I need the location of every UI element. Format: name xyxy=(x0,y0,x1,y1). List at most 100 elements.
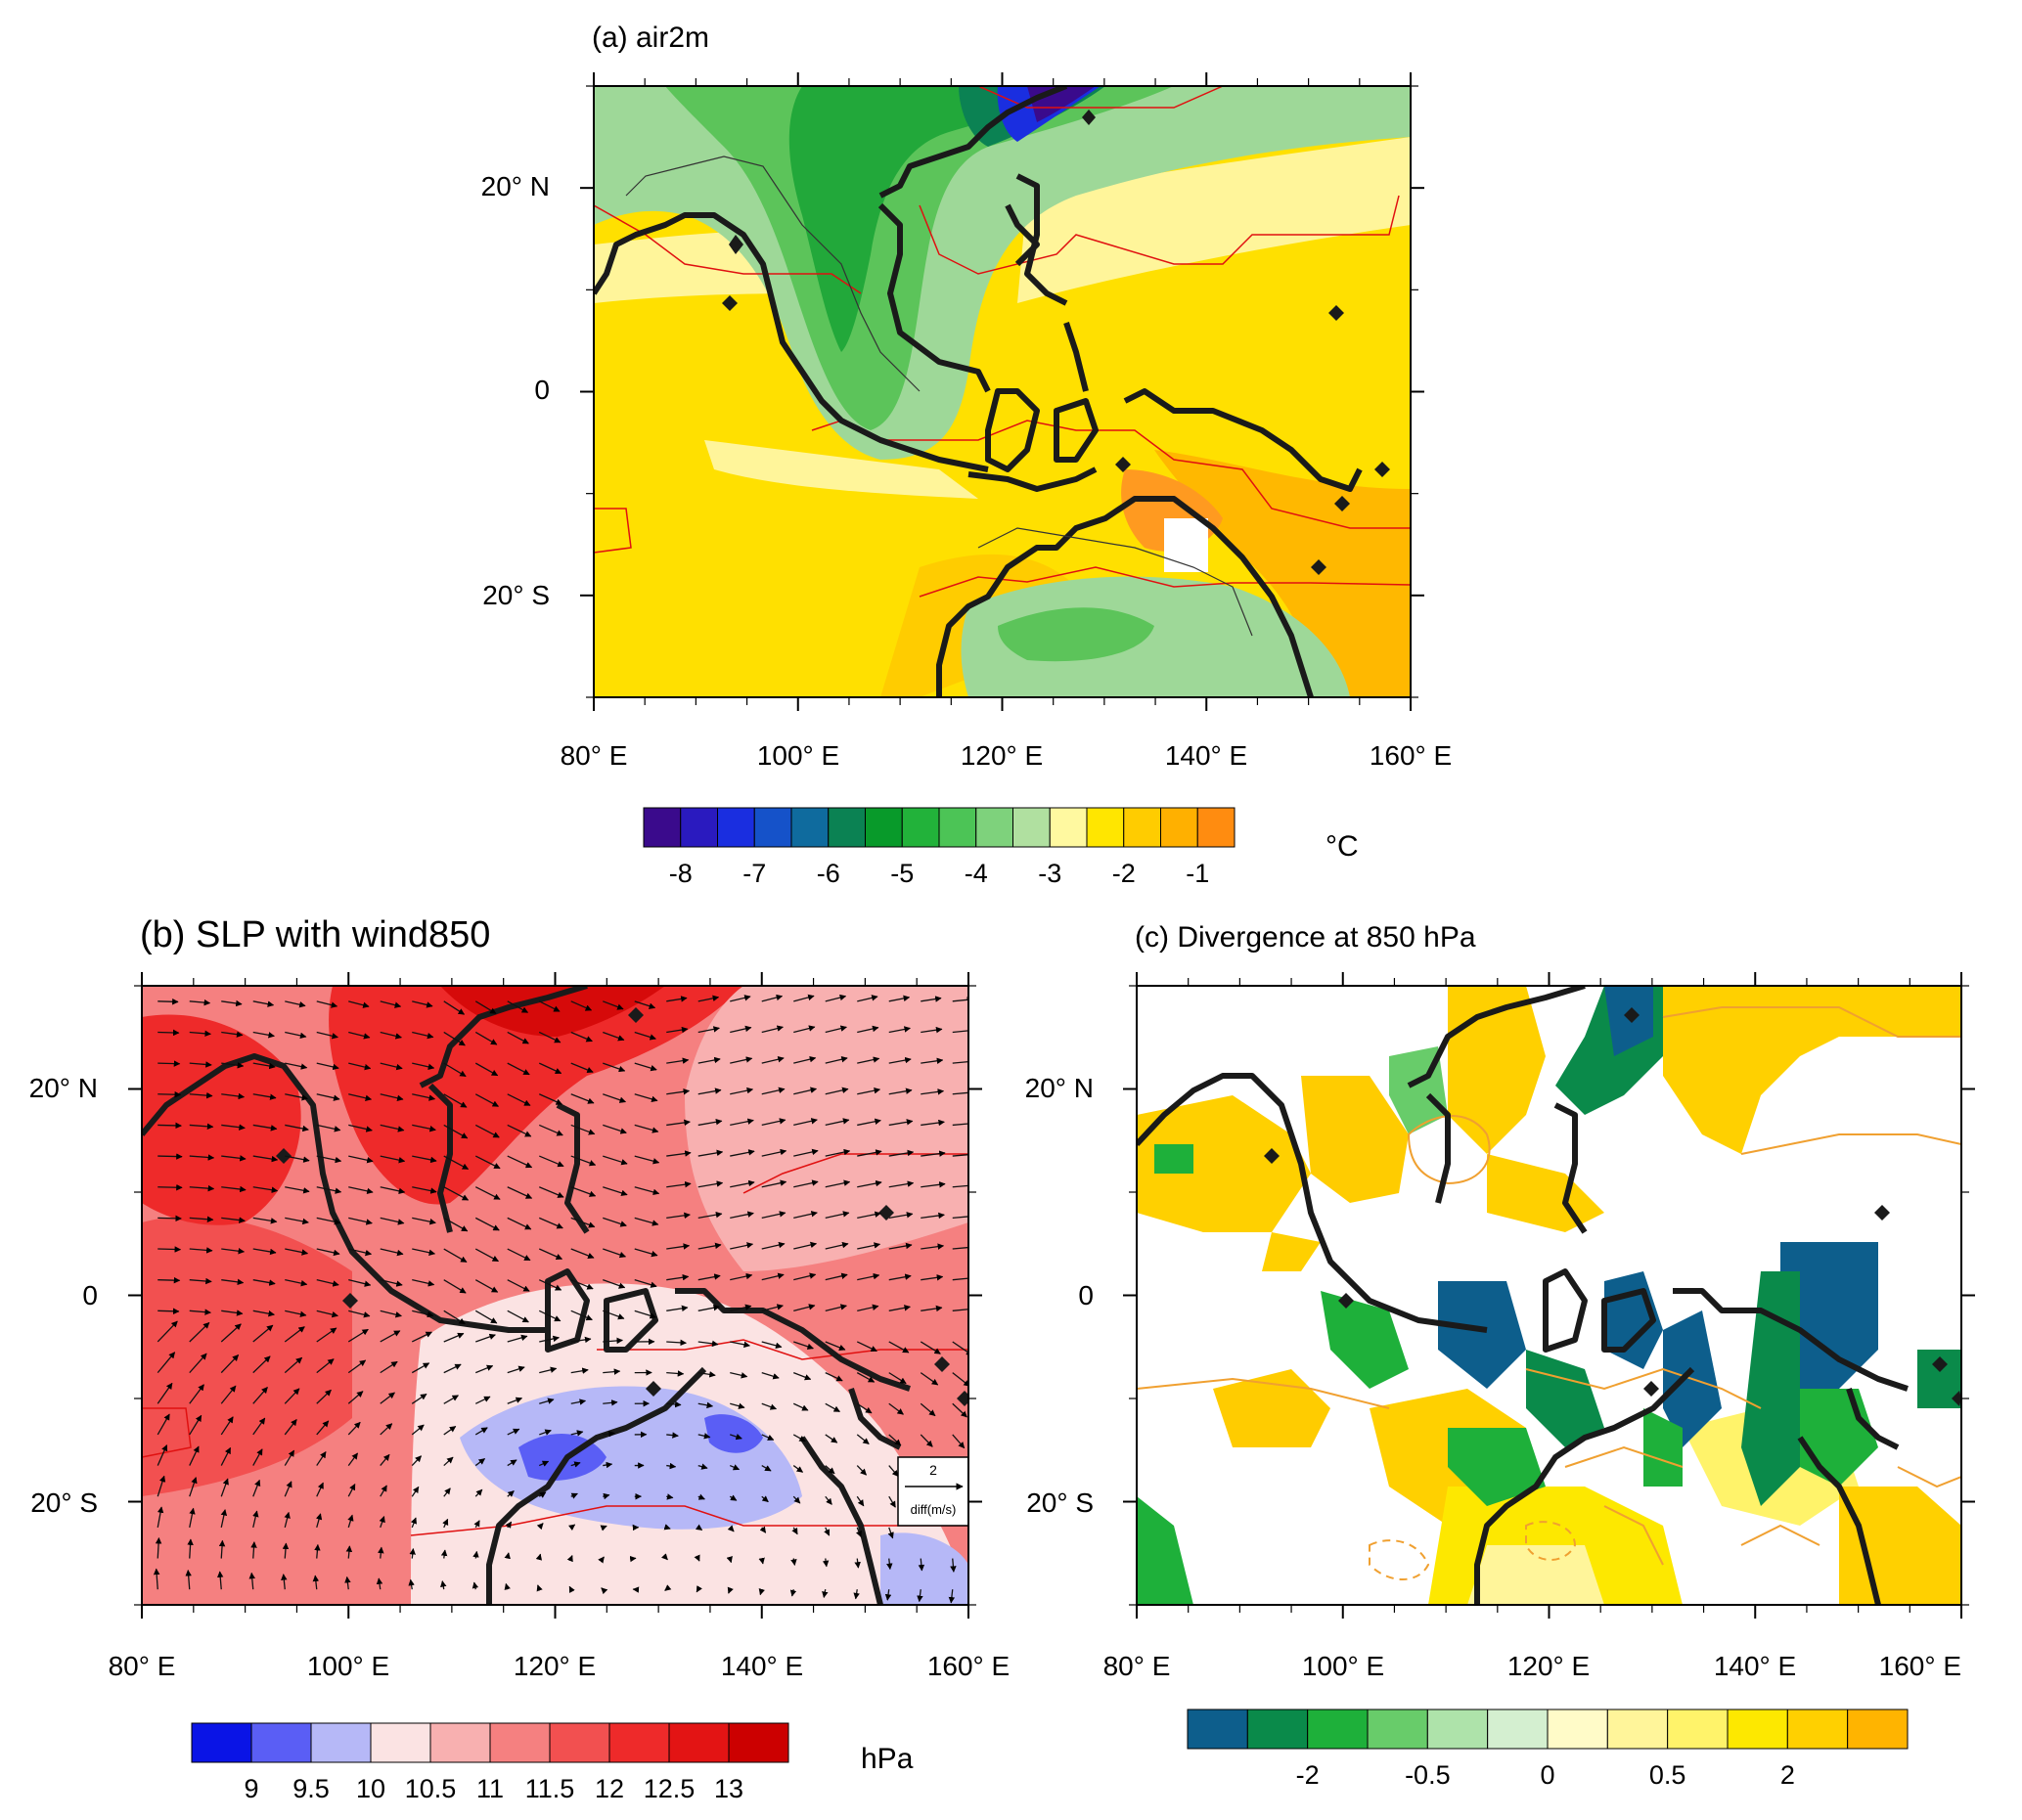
wind-arrow xyxy=(314,1543,321,1559)
panel-a: (a) air2m xyxy=(481,22,1453,888)
wind-arrow xyxy=(634,1186,660,1196)
wind-arrow xyxy=(380,1423,393,1436)
wind-arrow xyxy=(857,1242,881,1250)
wind-arrow xyxy=(538,1000,561,1012)
wind-arrow xyxy=(538,1491,547,1498)
wind-arrow xyxy=(285,1031,307,1040)
wind-arrow xyxy=(507,1334,528,1343)
wind-arrow xyxy=(347,1421,361,1436)
wind-arrow xyxy=(952,1123,968,1127)
wind-arrow xyxy=(380,1310,402,1318)
lon-label: 80° E xyxy=(1103,1651,1171,1681)
wind-arrow xyxy=(634,1124,659,1133)
wind-arrow xyxy=(603,1093,627,1103)
panel-b-colorbar: 9 9.5 10 10.5 11 11.5 12 12.5 13 xyxy=(191,1722,789,1803)
panel-b-islands xyxy=(276,1007,968,1406)
wind-arrow xyxy=(316,1279,339,1287)
colorbar-swatch xyxy=(728,1722,789,1763)
wind-arrow xyxy=(570,1000,593,1011)
lat-label: 0 xyxy=(1078,1280,1094,1310)
panel-b-title: (b) SLP with wind850 xyxy=(140,914,490,955)
lat-label: 0 xyxy=(82,1280,98,1310)
wind-arrow xyxy=(252,1248,277,1256)
colorbar-swatch xyxy=(1487,1709,1549,1750)
wind-arrow xyxy=(443,1093,468,1108)
wind-arrow xyxy=(952,1306,968,1313)
wind-arrow xyxy=(507,1310,529,1323)
wind-arrow xyxy=(600,1525,607,1531)
wind-arrow xyxy=(603,1186,628,1196)
wind-arrow xyxy=(189,1123,214,1131)
wind-arrow xyxy=(603,1368,621,1375)
colorbar-swatch xyxy=(975,807,1013,848)
wind-arrow xyxy=(474,1279,499,1293)
wind-arrow xyxy=(505,1521,513,1529)
wind-arrow xyxy=(855,1527,862,1538)
wind-arrow xyxy=(538,1186,564,1198)
wind-arrow xyxy=(570,1186,597,1197)
wind-arrow xyxy=(538,1279,562,1291)
high-pressure-west xyxy=(142,1014,301,1225)
wind-arrow xyxy=(888,1434,902,1446)
wind-arrow xyxy=(284,1419,297,1436)
warm-region-southeast xyxy=(1154,450,1411,697)
wind-arrow xyxy=(443,1363,462,1374)
wind-arrow xyxy=(316,1062,339,1071)
panel-c-lon-labels: 80° E 100° E 120° E 140° E 160° E xyxy=(1103,1651,1961,1681)
wind-arrow xyxy=(474,1217,500,1231)
wind-arrow xyxy=(697,1433,711,1440)
wind-arrow xyxy=(857,1087,881,1095)
wind-arrow xyxy=(347,1328,369,1343)
wind-arrow xyxy=(538,1460,550,1467)
panel-b: (b) SLP with wind850 xyxy=(29,914,1011,1803)
wind-arrow xyxy=(695,1524,703,1531)
wind-arrow xyxy=(666,1088,691,1095)
wind-arrow xyxy=(603,1399,618,1406)
colorbar-label: 10.5 xyxy=(405,1774,457,1803)
wind-arrow xyxy=(348,1310,371,1318)
wind-arrow xyxy=(411,1393,427,1404)
wind-arrow xyxy=(603,1031,625,1042)
lon-label: 160° E xyxy=(1879,1651,1961,1681)
wind-arrow xyxy=(825,1434,838,1443)
wind-arrow xyxy=(921,1212,945,1220)
wind-arrow xyxy=(634,1248,658,1258)
panel-b-ticks xyxy=(128,972,982,1619)
colorbar-label: -8 xyxy=(669,859,693,888)
wind-arrow xyxy=(697,1180,724,1188)
wind-arrow xyxy=(825,1148,851,1157)
wind-arrow xyxy=(507,1459,517,1467)
wind-arrow xyxy=(697,1493,705,1500)
wind-arrow xyxy=(507,1217,532,1230)
wind-arrow xyxy=(443,1031,466,1046)
colorbar-label: 9.5 xyxy=(292,1774,330,1803)
wind-arrow xyxy=(412,1124,436,1132)
wind-arrow xyxy=(730,995,751,1002)
wind-arrow xyxy=(952,1216,968,1220)
wind-arrow xyxy=(566,1555,573,1563)
wind-arrow xyxy=(697,1088,722,1095)
wind-arrow xyxy=(221,1062,245,1069)
colorbar-swatch xyxy=(1196,807,1236,848)
wind-arrow xyxy=(380,1062,403,1071)
wind-arrow xyxy=(348,1124,373,1132)
colorbar-swatch xyxy=(1547,1709,1608,1750)
wind-arrow xyxy=(697,1463,708,1470)
wind-arrow xyxy=(761,1402,778,1410)
wind-arrow xyxy=(348,1248,373,1257)
wind-arrow xyxy=(285,1310,307,1317)
wind-arrow xyxy=(825,1495,832,1505)
wind-arrow xyxy=(825,1372,843,1382)
wind-arrow xyxy=(666,1212,691,1220)
colorbar-label: -0.5 xyxy=(1405,1760,1451,1790)
wind-arrow xyxy=(666,1150,692,1157)
wind-arrow xyxy=(730,1056,753,1064)
wind-arrow xyxy=(157,1506,164,1528)
panel-a-colorbar: -8 -7 -6 -5 -4 -3 -2 -1 xyxy=(643,807,1236,888)
wind-arrow xyxy=(758,1557,765,1565)
wind-arrow xyxy=(348,1279,372,1287)
wind-arrow xyxy=(507,1062,530,1076)
wind-arrow xyxy=(252,1279,276,1286)
wind-arrow xyxy=(538,1155,564,1168)
wind-arrow xyxy=(189,1061,212,1068)
